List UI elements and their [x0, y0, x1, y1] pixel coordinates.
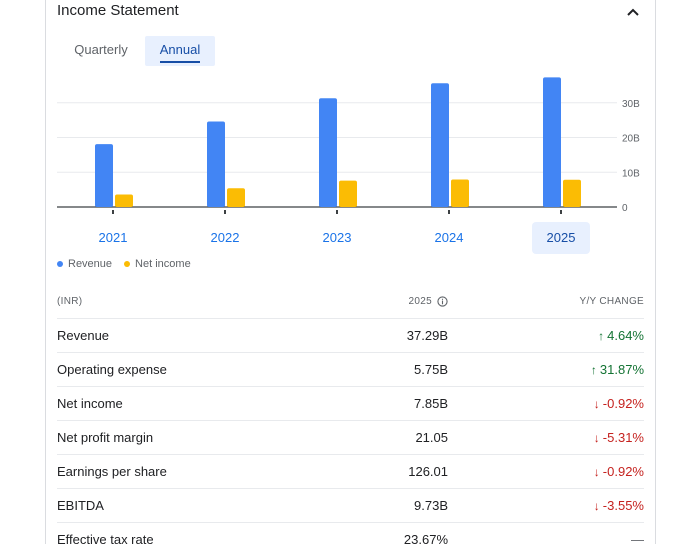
arrow-down-icon: ↓ — [593, 498, 600, 513]
row-change-value: 31.87% — [599, 362, 644, 377]
net-income-dot-icon — [124, 261, 131, 267]
row-label: Operating expense — [57, 362, 167, 377]
year-button-2025[interactable]: 2025 — [532, 222, 590, 254]
row-label: Revenue — [57, 328, 110, 343]
row-label: Effective tax rate — [57, 532, 154, 547]
net-income-bar-2023[interactable] — [339, 180, 357, 207]
tab-quarterly[interactable]: Quarterly — [74, 42, 128, 57]
revenue-dot-icon — [57, 261, 63, 267]
row-change: ↓ -0.92% — [594, 464, 644, 479]
row-label: Net income — [57, 396, 123, 411]
row-change-value: -0.92% — [602, 464, 644, 479]
row-label: Net profit margin — [57, 430, 154, 445]
y-tick-label: 10B — [622, 168, 640, 179]
x-tick-mark — [448, 210, 450, 214]
financials-table: Revenue 37.29B ↑ 4.64% Operating expense 5.75… — [57, 318, 644, 556]
revenue-bar-2022[interactable] — [207, 121, 225, 207]
y-tick-label: 0 — [622, 203, 628, 214]
x-tick-mark — [560, 210, 562, 214]
net-income-bar-2024[interactable] — [451, 179, 469, 207]
row-change-value: -3.55% — [602, 498, 644, 513]
info-icon[interactable] — [437, 296, 448, 307]
table-row: EBITDA 9.73B ↓ -3.55% — [57, 488, 644, 522]
row-value: 5.75B — [414, 362, 448, 377]
y-tick-label: 30B — [622, 99, 640, 110]
chevron-up-icon — [627, 8, 639, 16]
row-change: ↑ 4.64% — [598, 328, 644, 343]
row-value: 23.67% — [403, 532, 448, 547]
col-label-header: (INR) — [57, 296, 83, 307]
row-change-value: -0.92% — [602, 396, 644, 411]
table-row: Earnings per share 126.01 ↓ -0.92% — [57, 454, 644, 488]
revenue-bar-2023[interactable] — [319, 98, 337, 207]
arrow-up-icon: ↑ — [598, 328, 605, 343]
x-tick-mark — [224, 210, 226, 214]
chart-legend: Revenue Net income — [57, 258, 191, 270]
row-change: ↑ 31.87% — [591, 362, 644, 377]
x-tick-mark — [112, 210, 114, 214]
row-label: EBITDA — [57, 498, 104, 513]
row-change: ↓ -0.92% — [594, 396, 644, 411]
arrow-down-icon: ↓ — [593, 430, 600, 445]
revenue-bar-2025[interactable] — [543, 77, 561, 207]
year-button-2023[interactable]: 2023 — [322, 230, 352, 245]
arrow-down-icon: ↓ — [593, 396, 600, 411]
row-change: — — [631, 532, 644, 547]
row-value: 126.01 — [408, 464, 448, 479]
table-row: Net profit margin 21.05 ↓ -5.31% — [57, 420, 644, 454]
tab-annual-label: Annual — [159, 42, 201, 57]
table-header: (INR) 2025 Y/Y CHANGE — [57, 286, 644, 318]
row-change-value: — — [631, 532, 644, 547]
section-title: Income Statement — [57, 2, 179, 19]
legend-label-net-income: Net income — [135, 258, 191, 270]
row-change-value: 4.64% — [607, 328, 644, 343]
row-value: 37.29B — [406, 328, 448, 343]
legend-item-net-income: Net income — [124, 258, 191, 270]
tab-annual[interactable]: Annual — [145, 36, 215, 66]
year-button-2022[interactable]: 2022 — [210, 230, 240, 245]
revenue-bar-2021[interactable] — [95, 144, 113, 207]
net-income-bar-2021[interactable] — [115, 194, 133, 207]
net-income-bar-2022[interactable] — [227, 188, 245, 207]
collapse-button[interactable] — [622, 1, 644, 23]
year-button-2021[interactable]: 2021 — [98, 230, 128, 245]
row-value: 7.85B — [414, 396, 448, 411]
table-row: Net income 7.85B ↓ -0.92% — [57, 386, 644, 420]
y-tick-label: 20B — [622, 134, 640, 145]
legend-item-revenue: Revenue — [57, 258, 112, 270]
arrow-down-icon: ↓ — [593, 464, 600, 479]
col-year-header: 2025 — [409, 296, 448, 307]
row-change-value: -5.31% — [602, 430, 644, 445]
table-row: Revenue 37.29B ↑ 4.64% — [57, 318, 644, 352]
table-row: Effective tax rate 23.67% — — [57, 522, 644, 556]
col-year-label: 2025 — [408, 296, 432, 307]
arrow-up-icon: ↑ — [590, 362, 597, 377]
col-change-header: Y/Y CHANGE — [579, 296, 644, 307]
row-change: ↓ -5.31% — [594, 430, 644, 445]
net-income-bar-2025[interactable] — [563, 179, 581, 207]
tab-selected-indicator — [160, 61, 200, 63]
row-label: Earnings per share — [57, 464, 167, 479]
legend-label-revenue: Revenue — [68, 258, 113, 270]
row-value: 9.73B — [414, 498, 448, 513]
year-button-2024[interactable]: 2024 — [434, 230, 464, 245]
row-value: 21.05 — [415, 430, 448, 445]
x-tick-mark — [336, 210, 338, 214]
income-chart: 0 10B 20B 30B — [57, 77, 640, 214]
table-row: Operating expense 5.75B ↑ 31.87% — [57, 352, 644, 386]
row-change: ↓ -3.55% — [594, 498, 644, 513]
revenue-bar-2024[interactable] — [431, 83, 449, 207]
